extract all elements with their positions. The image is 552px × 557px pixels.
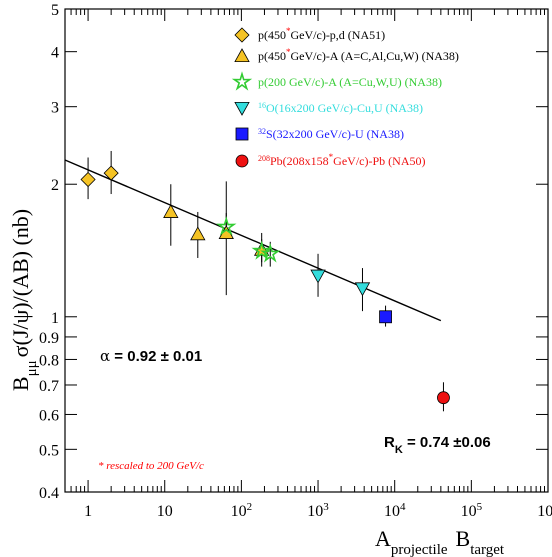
legend-marker (235, 154, 249, 168)
data-point (310, 269, 326, 284)
data-point (379, 310, 392, 324)
y-tick-label: 3 (51, 100, 59, 117)
legend-entry: p(200 GeV/c)-A (A=Cu,W,U) (NA38) (258, 75, 442, 89)
legend-entry: 208Pb(208x158*GeV/c)-Pb (NA50) (258, 152, 425, 168)
legend-entry: 16O(16x200 GeV/c)-Cu,U (NA38) (258, 101, 423, 116)
y-tick-label: 0.7 (39, 378, 59, 395)
legend-marker (235, 127, 249, 141)
legend: p(450*GeV/c)-p,d (NA51) p(450*GeV/c)-A (A… (231, 26, 459, 168)
x-axis-label: Aprojectile Btarget (375, 526, 505, 557)
x-tick-label: 10 (157, 503, 173, 520)
y-tick-label: 1 (51, 310, 59, 327)
y-tick-label: 4 (51, 45, 59, 62)
x-tick-label: 104 (384, 501, 406, 520)
data-point (216, 216, 237, 236)
y-axis-label: Bμμσ(J/ψ)/(AB) (nb) (8, 209, 40, 391)
rk-annotation: RK = 0.74 ±0.06 (384, 434, 491, 456)
data-point (80, 171, 96, 188)
y-tick-label: 0.5 (39, 442, 59, 459)
legend-marker (234, 27, 250, 43)
data-point (354, 282, 371, 297)
x-tick-label: 106 (537, 501, 552, 520)
y-tick-label: 0.4 (39, 485, 59, 502)
legend-marker (231, 71, 253, 91)
fit-line-group (64, 159, 442, 322)
data-point (260, 243, 281, 263)
y-tick-label: 0.9 (39, 330, 59, 347)
legend-entry: p(450*GeV/c)-A (A=C,Al,Cu,W) (NA38) (258, 47, 459, 63)
x-tick-label: 103 (307, 501, 329, 520)
data-point (103, 165, 119, 181)
legend-marker (234, 48, 250, 62)
legend-entry: 32S(32x200 GeV/c)-U (NA38) (258, 127, 404, 142)
x-tick-label: 1 (84, 503, 92, 520)
axis-ticks: 1 10 102 103 104 105 106 0.4 0.5 0.6 0.7 0.8 0.9 1 2 3 4… (39, 2, 552, 520)
legend-entry: p(450*GeV/c)-p,d (NA51) (258, 26, 385, 42)
y-tick-label: 0.6 (39, 407, 59, 424)
x-tick-label: 102 (231, 501, 253, 520)
data-point (251, 240, 272, 260)
rescale-note: * rescaled to 200 GeV/c (98, 460, 204, 472)
alpha-annotation: α = 0.92 ± 0.01 (100, 347, 202, 365)
data-point (163, 204, 179, 218)
legend-marker (234, 102, 250, 116)
y-tick-label: 0.8 (39, 352, 59, 369)
fit-line (64, 159, 442, 322)
data-points (80, 150, 450, 412)
y-tick-label: 2 (51, 177, 59, 194)
x-tick-label: 105 (461, 501, 483, 520)
y-tick-label: 5 (51, 2, 59, 19)
data-point (437, 391, 450, 405)
data-point (190, 226, 206, 241)
